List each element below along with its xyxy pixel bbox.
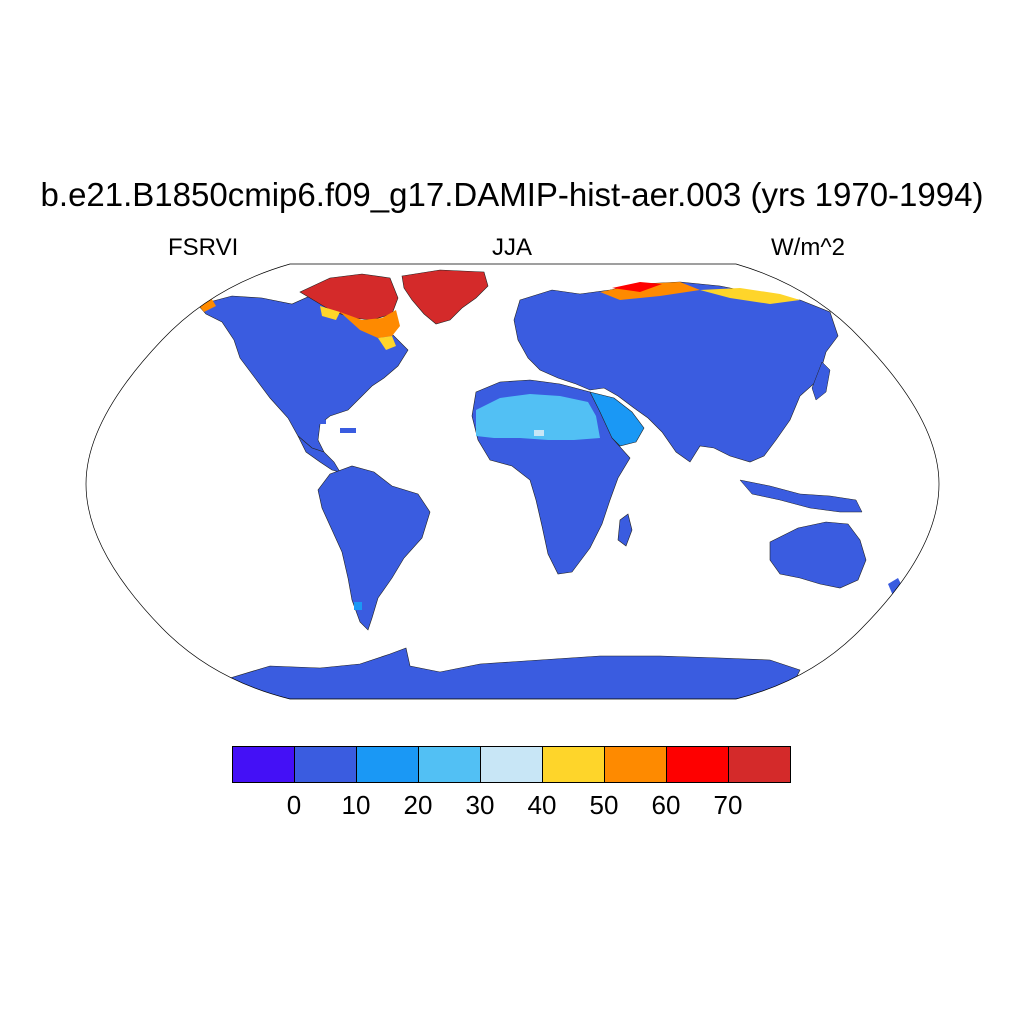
sahara-dust bbox=[476, 394, 600, 440]
variable-label: FSRVI bbox=[168, 234, 239, 261]
japan bbox=[811, 361, 831, 401]
colorbar-label: 70 bbox=[713, 790, 743, 820]
madagascar bbox=[617, 513, 633, 547]
colorbar-label: 0 bbox=[286, 790, 302, 820]
colorbar-label: 40 bbox=[527, 790, 557, 820]
eurasia bbox=[513, 281, 839, 463]
colorbar-swatch bbox=[728, 746, 791, 783]
antarctica bbox=[229, 647, 801, 699]
siberia-edge bbox=[600, 282, 700, 300]
south-america bbox=[317, 465, 431, 631]
plot-title: b.e21.B1850cmip6.f09_g17.DAMIP-hist-aer.… bbox=[40, 176, 984, 213]
colorbar-swatch bbox=[356, 746, 419, 783]
arctic-canada-yellow bbox=[320, 306, 396, 350]
sahara-light bbox=[534, 430, 544, 436]
colorbar-label: 50 bbox=[589, 790, 619, 820]
season-label: JJA bbox=[491, 234, 532, 261]
colorbar-swatch bbox=[604, 746, 667, 783]
patagonia bbox=[354, 602, 362, 610]
greenland bbox=[401, 269, 489, 325]
arctic-canada-edge bbox=[340, 310, 400, 338]
land-layer bbox=[196, 269, 904, 699]
australia bbox=[769, 521, 867, 589]
colorbar-label: 60 bbox=[651, 790, 681, 820]
colorbar-swatch bbox=[480, 746, 543, 783]
colorbar-label: 20 bbox=[403, 790, 433, 820]
new-zealand bbox=[888, 578, 904, 598]
siberia-yellow bbox=[700, 288, 800, 304]
colorbar-swatch bbox=[418, 746, 481, 783]
colorbar-swatch bbox=[294, 746, 357, 783]
caribbean bbox=[340, 428, 356, 433]
colorbar-swatch bbox=[666, 746, 729, 783]
globe-outline bbox=[85, 263, 940, 700]
colorbar-swatch bbox=[232, 746, 295, 783]
siberia-red bbox=[612, 282, 662, 292]
colorbar-label: 10 bbox=[341, 790, 371, 820]
colorbar-swatch bbox=[542, 746, 605, 783]
units-label: W/m^2 bbox=[771, 234, 845, 261]
colorbar-label: 30 bbox=[465, 790, 495, 820]
caribbean-2 bbox=[318, 420, 326, 424]
indonesia bbox=[739, 479, 863, 513]
